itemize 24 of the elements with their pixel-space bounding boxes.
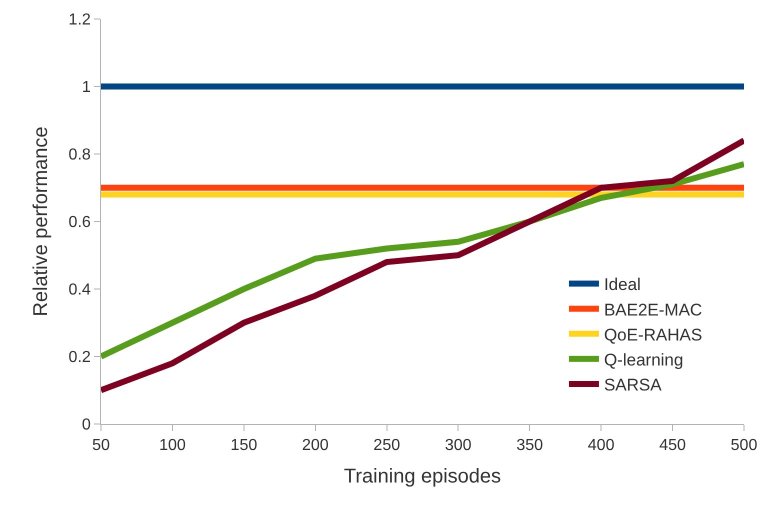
legend-label: Q-learning: [604, 350, 684, 370]
x-tick-label: 250: [373, 437, 400, 454]
x-tick-label: 50: [92, 437, 110, 454]
x-tick-label: 450: [659, 437, 686, 454]
x-tick-label: 400: [588, 437, 615, 454]
y-tick-label: 1.2: [68, 12, 91, 29]
y-tick-label: 0.6: [68, 214, 91, 232]
legend-label: QoE-RAHAS: [604, 325, 702, 344]
x-tick-label: 300: [444, 437, 472, 454]
y-tick-label: 0.2: [68, 349, 91, 366]
x-tick-label: 500: [730, 437, 758, 454]
x-tick-label: 150: [230, 437, 258, 454]
legend-label: BAE2E-MAC: [604, 300, 702, 320]
y-tick-label: 1: [82, 79, 91, 96]
x-tick-label: 100: [159, 437, 186, 454]
y-tick-label: 0.4: [68, 282, 91, 299]
legend-label: SARSA: [604, 376, 662, 395]
y-tick-label: 0.8: [68, 146, 91, 164]
x-tick-label: 200: [302, 437, 329, 454]
y-tick-label: 0: [82, 416, 91, 434]
x-tick-label: 350: [516, 437, 544, 454]
y-axis-title: Relative performance: [30, 126, 52, 317]
legend-label: Ideal: [604, 275, 641, 294]
x-axis-title: Training episodes: [344, 466, 502, 488]
